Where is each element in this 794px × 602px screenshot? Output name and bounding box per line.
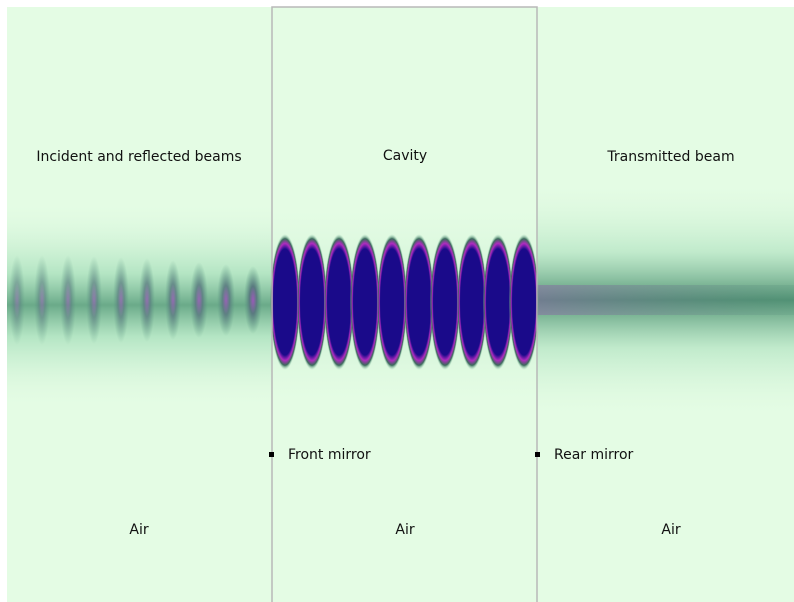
medium-label: Air <box>395 522 414 538</box>
medium-label: Air <box>129 522 148 538</box>
mirror-label: Front mirror <box>288 447 371 463</box>
region-title: Incident and reflected beams <box>36 149 241 165</box>
reflection-fringes <box>9 255 262 345</box>
mirror-label: Rear mirror <box>554 447 634 463</box>
cavity-boundary <box>271 6 538 602</box>
medium-label: Air <box>661 522 680 538</box>
region-title: Cavity <box>383 148 427 164</box>
transmitted-core <box>537 285 794 315</box>
region-title: Transmitted beam <box>606 149 734 165</box>
rear-mirror-point <box>535 452 540 457</box>
front-mirror-point <box>269 452 274 457</box>
cavity-modes <box>270 234 539 370</box>
